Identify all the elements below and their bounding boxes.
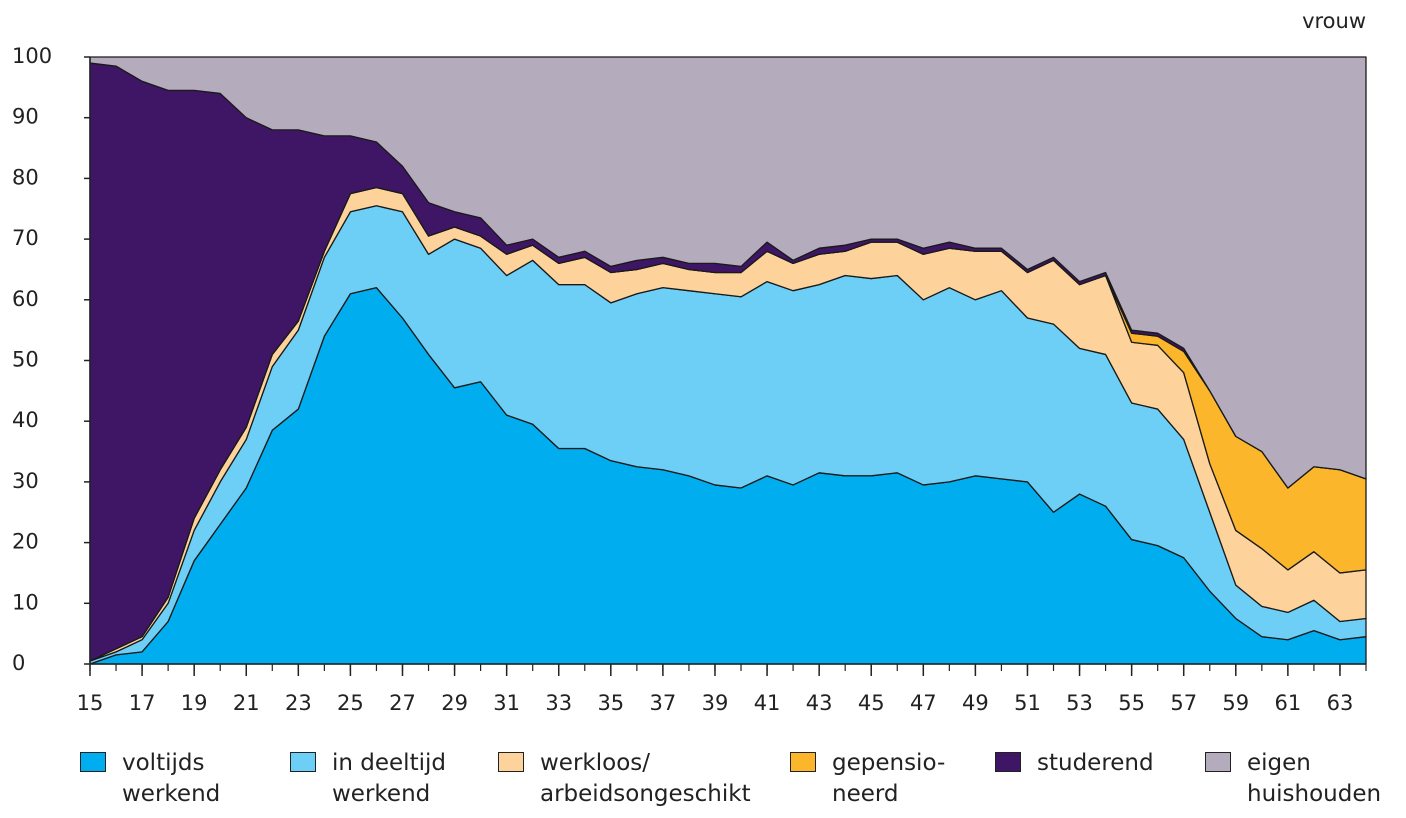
x-tick-label: 61 [1275, 691, 1302, 715]
x-tick-label: 59 [1222, 691, 1249, 715]
x-tick-label: 47 [910, 691, 937, 715]
y-tick-label: 0 [12, 651, 25, 675]
x-tick-label: 63 [1327, 691, 1354, 715]
legend-label: werkloos/ arbeidsongeschikt [540, 750, 751, 807]
legend-item: werkloos/ arbeidsongeschikt [498, 748, 820, 810]
y-tick-label: 60 [12, 287, 39, 311]
legend-swatch [290, 752, 316, 772]
x-tick-label: 31 [493, 691, 520, 715]
legend-item: in deeltijd werkend [290, 748, 482, 810]
y-tick-label: 50 [12, 348, 39, 372]
x-tick-label: 17 [129, 691, 156, 715]
x-tick-label: 53 [1066, 691, 1093, 715]
legend-label: eigen huishouden [1247, 750, 1382, 807]
x-tick-label: 45 [858, 691, 885, 715]
legend-label: gepensio-neerd [832, 750, 946, 807]
y-tick-label: 70 [12, 226, 39, 250]
legend-item: studerend [995, 748, 1197, 779]
x-tick-label: 39 [702, 691, 729, 715]
y-tick-label: 20 [12, 530, 39, 554]
x-tick-label: 55 [1118, 691, 1145, 715]
x-tick-label: 49 [962, 691, 989, 715]
legend-swatch [1205, 752, 1231, 772]
area [89, 56, 1367, 489]
chart: vrouw 0 10 20 30 40 50 60 70 80 90 100 15 17 19 21 23 25… [12, 9, 1367, 715]
x-tick-label: 51 [1014, 691, 1041, 715]
legend-item: gepensio-neerd [790, 748, 952, 810]
legend: voltijds werkend in deeltijd werkend werkl… [0, 748, 1406, 818]
y-tick-label: 10 [12, 590, 39, 614]
legend-swatch [995, 752, 1021, 772]
y-tick-label: 90 [12, 105, 39, 129]
legend-item: eigen huishouden [1205, 748, 1406, 810]
x-tick-label: 19 [181, 691, 208, 715]
x-tick-label: 21 [233, 691, 260, 715]
legend-label: voltijds werkend [122, 750, 221, 807]
y-tick-label: 30 [12, 469, 39, 493]
legend-label: studerend [1037, 750, 1154, 776]
x-tick-label: 43 [806, 691, 833, 715]
legend-label: in deeltijd werkend [332, 750, 446, 807]
x-tick-label: 15 [77, 691, 104, 715]
y-tick-label: 40 [12, 408, 39, 432]
x-tick-label: 35 [597, 691, 624, 715]
x-tick-label: 33 [545, 691, 572, 715]
annotation: vrouw [1302, 9, 1366, 33]
x-tick-label: 41 [754, 691, 781, 715]
x-tick-label: 23 [285, 691, 312, 715]
legend-swatch [80, 752, 106, 772]
legend-swatch [498, 752, 524, 772]
y-tick-label: 100 [12, 44, 52, 68]
legend-item: voltijds werkend [80, 748, 272, 810]
x-tick-label: 37 [650, 691, 677, 715]
x-tick-label: 57 [1170, 691, 1197, 715]
x-tick-label: 29 [441, 691, 468, 715]
x-tick-label: 27 [389, 691, 416, 715]
y-tick-label: 80 [12, 165, 39, 189]
legend-swatch [790, 752, 816, 772]
x-tick-label: 25 [337, 691, 364, 715]
